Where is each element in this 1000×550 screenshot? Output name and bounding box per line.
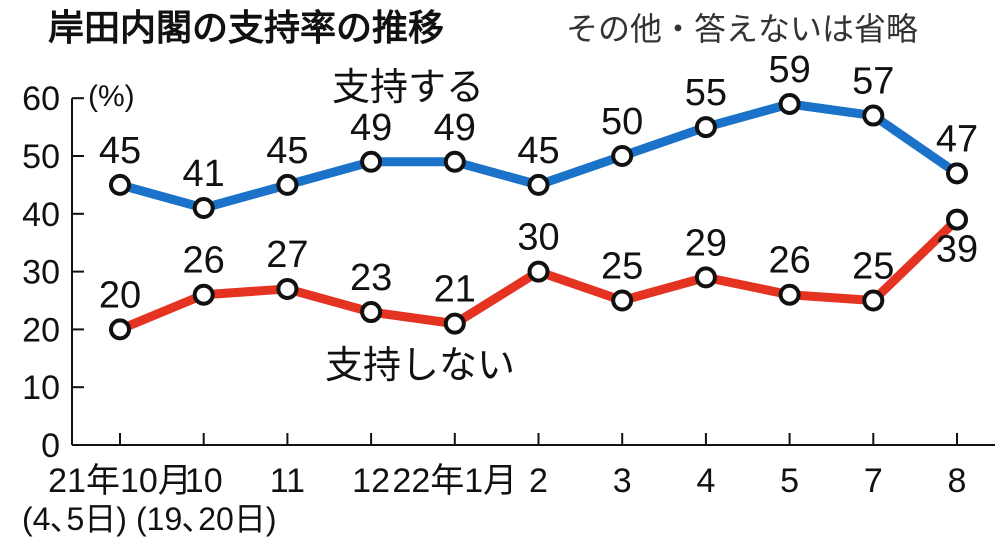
data-point bbox=[276, 277, 299, 300]
y-tick-label: 30 bbox=[22, 254, 60, 292]
x-tick-label: 2 bbox=[529, 462, 548, 500]
y-tick-label: 20 bbox=[22, 311, 60, 349]
chart-subtitle: その他・答えないは省略 bbox=[566, 10, 918, 48]
data-label: 49 bbox=[350, 107, 392, 149]
data-label: 29 bbox=[685, 222, 727, 264]
data-point bbox=[611, 145, 634, 167]
x-axis-note-1: (4､5日) bbox=[22, 501, 127, 537]
x-tick-label: 11 bbox=[270, 462, 305, 500]
y-tick-label: 60 bbox=[22, 80, 60, 118]
data-point bbox=[192, 283, 215, 306]
x-tick-label: 3 bbox=[613, 462, 632, 500]
data-label: 25 bbox=[852, 246, 894, 288]
data-point bbox=[360, 150, 383, 173]
x-tick-label: 7 bbox=[864, 462, 883, 500]
data-label: 50 bbox=[601, 101, 643, 143]
y-tick-label: 40 bbox=[22, 196, 60, 234]
data-label: 25 bbox=[601, 246, 643, 288]
x-tick-label: 8 bbox=[948, 462, 967, 500]
data-point bbox=[527, 173, 550, 196]
series-name-label: 支持しない bbox=[325, 343, 515, 387]
data-label: 59 bbox=[768, 49, 810, 91]
data-label: 21 bbox=[434, 269, 476, 311]
y-tick-label: 0 bbox=[41, 427, 60, 465]
data-label: 47 bbox=[936, 118, 978, 160]
data-point bbox=[694, 266, 717, 289]
data-label: 39 bbox=[936, 229, 978, 271]
data-label: 45 bbox=[517, 130, 559, 172]
data-label: 30 bbox=[517, 217, 559, 259]
data-point bbox=[694, 116, 717, 139]
data-point bbox=[862, 289, 885, 312]
data-label: 27 bbox=[266, 234, 308, 276]
data-label: 26 bbox=[768, 240, 810, 282]
data-point bbox=[778, 92, 801, 115]
data-point bbox=[192, 197, 215, 220]
data-point bbox=[109, 318, 131, 341]
data-point bbox=[443, 150, 466, 173]
data-point bbox=[527, 260, 550, 283]
y-tick-label: 50 bbox=[22, 138, 60, 176]
data-label: 55 bbox=[685, 72, 727, 114]
data-label: 20 bbox=[99, 274, 141, 316]
x-tick-label: 21年10月 bbox=[48, 462, 192, 500]
chart-title: 岸田内閣の支持率の推移 bbox=[48, 8, 444, 49]
data-label: 26 bbox=[183, 240, 225, 282]
x-tick-label: 4 bbox=[696, 462, 715, 500]
data-point bbox=[360, 301, 383, 324]
x-tick-label: 22年1月 bbox=[392, 462, 517, 500]
series-group-0: 45 41 45 49 49 45 50 55 59 57 47 支持する bbox=[99, 49, 978, 220]
x-tick-label: 12 bbox=[352, 462, 390, 500]
x-tick-label: 10 bbox=[185, 462, 223, 500]
data-point bbox=[611, 289, 634, 312]
data-point bbox=[276, 173, 299, 196]
y-axis-unit: (%) bbox=[88, 80, 135, 113]
x-axis-note-2: (19､20日) bbox=[136, 501, 277, 537]
data-point bbox=[946, 208, 968, 231]
series-name-label: 支持する bbox=[332, 65, 484, 109]
data-label: 57 bbox=[852, 61, 894, 103]
data-point bbox=[109, 173, 131, 196]
series-group-1: 20 26 27 23 21 30 25 29 26 25 39 支持しない bbox=[99, 208, 978, 387]
x-tick-label: 5 bbox=[780, 462, 799, 500]
y-tick-label: 10 bbox=[22, 369, 60, 407]
data-label: 45 bbox=[99, 130, 141, 172]
data-label: 49 bbox=[434, 107, 476, 149]
series-layer: 45 41 45 49 49 45 50 55 59 57 47 支持する 20 26 27 23 21 30 25… bbox=[99, 49, 978, 387]
data-label: 45 bbox=[266, 130, 308, 172]
data-label: 41 bbox=[183, 153, 225, 195]
data-point bbox=[946, 162, 968, 185]
data-point bbox=[778, 283, 801, 306]
data-label: 23 bbox=[350, 257, 392, 299]
data-point bbox=[443, 312, 466, 335]
data-point bbox=[862, 104, 885, 127]
